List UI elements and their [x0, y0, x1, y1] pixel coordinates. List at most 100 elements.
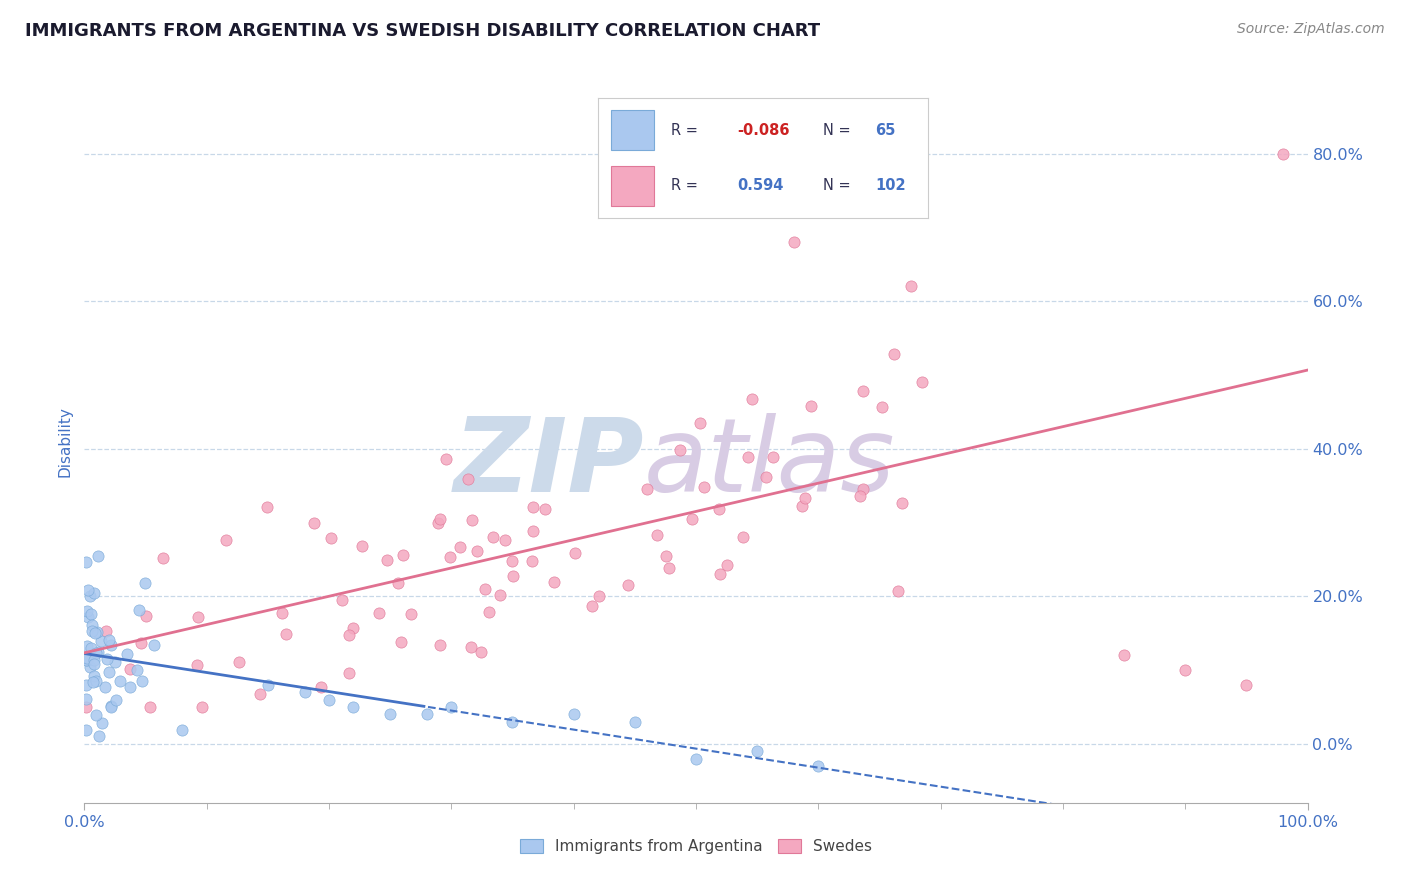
Point [543, 575, 565, 590]
Point [761, 450, 783, 464]
Point [75, 678, 97, 692]
Point [215, 533, 238, 548]
Point [342, 700, 364, 714]
Point [522, 524, 544, 538]
Point [624, 714, 647, 729]
Point [79, 589, 101, 603]
Point [741, 392, 763, 406]
Point [79, 607, 101, 621]
Point [187, 610, 209, 624]
Point [669, 442, 692, 457]
Point [375, 553, 398, 567]
Point [82, 675, 104, 690]
Point [399, 607, 422, 621]
Point [128, 603, 150, 617]
Point [716, 558, 738, 573]
Point [427, 516, 450, 531]
Point [129, 636, 152, 650]
Point [135, 609, 157, 624]
Point [270, 606, 292, 620]
Point [94, 680, 117, 694]
Point [387, 576, 409, 591]
Point [709, 567, 731, 582]
Point [391, 635, 413, 649]
Point [416, 707, 439, 722]
Point [1174, 663, 1197, 677]
Point [352, 540, 374, 554]
Point [870, 400, 893, 414]
Point [800, 399, 823, 413]
Point [96, 652, 118, 666]
Point [80, 618, 103, 632]
Point [152, 551, 174, 566]
Point [616, 578, 638, 592]
Y-axis label: Disability: Disability [58, 406, 73, 477]
Point [790, 499, 813, 513]
Point [367, 606, 389, 620]
Point [87, 645, 110, 659]
Point [731, 531, 754, 545]
Point [86, 624, 108, 639]
Point [97, 632, 120, 647]
Legend: Immigrants from Argentina, Swedes: Immigrants from Argentina, Swedes [513, 833, 879, 860]
Point [257, 678, 280, 692]
Point [337, 627, 360, 641]
Text: IMMIGRANTS FROM ARGENTINA VS SWEDISH DISABILITY CORRELATION CHART: IMMIGRANTS FROM ARGENTINA VS SWEDISH DIS… [25, 22, 821, 40]
Point [83, 653, 105, 667]
Point [115, 647, 138, 661]
Point [474, 582, 496, 596]
Point [849, 489, 872, 503]
Point [747, 744, 769, 758]
Point [83, 669, 105, 683]
Point [104, 655, 127, 669]
Point [228, 655, 250, 669]
Point [1236, 678, 1258, 692]
Point [588, 589, 610, 603]
Point [502, 714, 524, 729]
Point [91, 716, 114, 731]
Point [564, 546, 586, 560]
Point [337, 665, 360, 680]
Point [887, 583, 910, 598]
Point [318, 692, 340, 706]
Point [143, 639, 166, 653]
Point [75, 692, 97, 706]
Point [852, 384, 875, 398]
Point [1272, 147, 1295, 161]
Point [120, 680, 142, 694]
Point [100, 638, 122, 652]
Point [75, 700, 97, 714]
Point [76, 653, 98, 667]
Point [84, 673, 107, 688]
Point [755, 470, 778, 484]
Point [75, 555, 97, 569]
Point [76, 639, 98, 653]
Point [434, 452, 457, 467]
Point [1114, 648, 1136, 663]
Point [309, 680, 332, 694]
Text: atlas: atlas [644, 413, 896, 513]
Point [562, 707, 585, 722]
Point [138, 700, 160, 714]
Point [75, 653, 97, 667]
Point [502, 569, 524, 583]
Point [83, 586, 105, 600]
Point [100, 700, 122, 714]
Point [76, 650, 98, 665]
Point [80, 641, 103, 656]
Point [636, 482, 658, 496]
Point [87, 730, 110, 744]
Point [90, 634, 112, 648]
Point [439, 549, 461, 564]
Point [460, 640, 482, 654]
Point [429, 512, 451, 526]
Point [467, 543, 489, 558]
Point [681, 512, 703, 526]
Point [131, 673, 153, 688]
Point [522, 500, 544, 515]
Point [501, 554, 523, 568]
Point [134, 576, 156, 591]
Point [342, 622, 364, 636]
Point [793, 491, 815, 505]
Point [249, 687, 271, 701]
